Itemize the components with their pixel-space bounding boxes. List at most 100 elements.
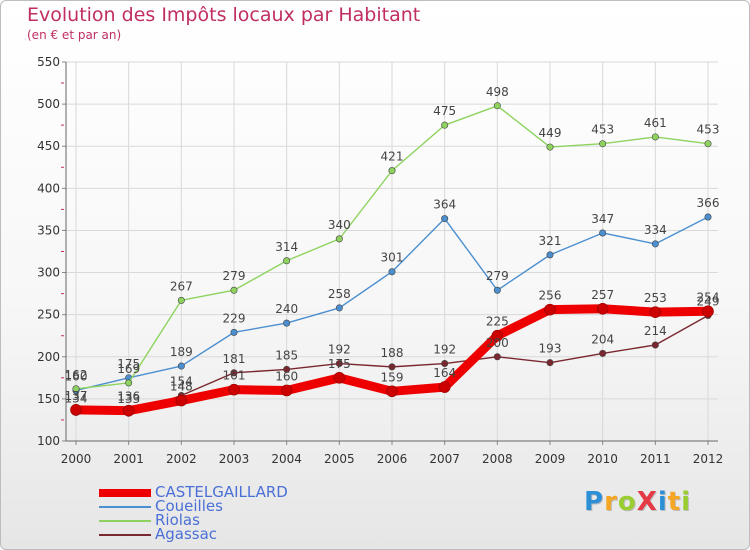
data-label: 321	[539, 234, 562, 248]
data-label: 188	[381, 346, 404, 360]
data-label: 347	[591, 212, 614, 226]
data-label: 204	[591, 332, 614, 346]
chart-subtitle: (en € et par an)	[27, 28, 122, 42]
data-point	[177, 362, 185, 370]
data-label: 164	[433, 366, 456, 380]
x-tick-label: 2004	[271, 452, 302, 466]
data-label: 169	[117, 362, 140, 376]
data-label: 461	[644, 116, 667, 130]
data-label: 340	[328, 218, 351, 232]
data-point	[72, 385, 80, 393]
data-label: 249	[697, 295, 720, 309]
legend-label: Riolas	[155, 511, 200, 529]
x-tick-label: 2006	[377, 452, 408, 466]
data-point	[388, 363, 396, 371]
x-tick-label: 2007	[429, 452, 460, 466]
data-point	[230, 286, 238, 294]
data-point	[125, 379, 133, 387]
data-point	[283, 257, 291, 265]
data-label: 314	[275, 240, 298, 254]
y-tick-label: 350	[37, 223, 60, 237]
data-point	[704, 140, 712, 148]
data-label: 159	[381, 370, 404, 384]
data-label: 301	[381, 251, 404, 265]
x-tick-label: 2005	[324, 452, 355, 466]
data-point	[441, 215, 449, 223]
legend-swatch	[99, 534, 151, 536]
data-label: 137	[65, 389, 88, 403]
data-label: 136	[117, 390, 140, 404]
brand-letter: r	[604, 487, 618, 517]
data-point	[441, 121, 449, 129]
data-point	[283, 365, 291, 373]
brand-letter: o	[617, 487, 637, 517]
x-tick-label: 2011	[640, 452, 671, 466]
data-label: 225	[486, 315, 509, 329]
data-label: 453	[697, 123, 720, 137]
data-point	[388, 167, 396, 175]
y-tick-label: 150	[37, 392, 60, 406]
y-tick-label: 400	[37, 181, 60, 195]
data-label: 160	[275, 369, 298, 383]
data-label: 453	[591, 123, 614, 137]
y-tick-label: 200	[37, 350, 60, 364]
data-point	[546, 251, 554, 259]
data-point	[335, 360, 343, 368]
data-point	[333, 372, 346, 384]
data-label: 498	[486, 85, 509, 99]
data-label: 134	[65, 391, 88, 405]
data-label: 133	[117, 392, 140, 406]
data-label: 185	[275, 348, 298, 362]
data-label: 175	[328, 357, 351, 371]
data-point	[441, 360, 449, 368]
data-label: 200	[486, 336, 509, 350]
brand-letter: i	[681, 487, 692, 517]
data-point	[651, 341, 659, 349]
data-point	[493, 286, 501, 294]
x-tick-label: 2001	[113, 452, 144, 466]
y-tick-label: 300	[37, 266, 60, 280]
data-point	[599, 349, 607, 357]
data-label: 257	[591, 288, 614, 302]
data-label: 267	[170, 279, 193, 293]
data-point	[546, 143, 554, 151]
data-point	[230, 328, 238, 336]
data-point	[599, 140, 607, 148]
brand-letter: i	[657, 487, 668, 517]
data-label: 162	[65, 368, 88, 382]
data-point	[493, 102, 501, 110]
data-label: 214	[644, 324, 667, 338]
proxiti-logo: ProXiti	[584, 487, 691, 517]
data-label: 421	[381, 150, 404, 164]
data-point	[280, 384, 293, 397]
data-point	[491, 329, 504, 342]
x-tick-label: 2002	[166, 452, 197, 466]
data-label: 160	[65, 369, 88, 383]
chart-title: Evolution des Impôts locaux par Habitant	[27, 4, 421, 26]
legend-label: Agassac	[155, 525, 218, 543]
data-label: 240	[275, 302, 298, 316]
y-tick-label: 550	[37, 55, 60, 69]
data-label: 256	[539, 289, 562, 303]
legend-label: Coueilles	[155, 497, 223, 515]
x-tick-label: 2012	[693, 452, 724, 466]
data-label: 258	[328, 287, 351, 301]
data-point	[651, 133, 659, 141]
data-point	[70, 404, 82, 416]
data-label: 161	[223, 369, 246, 383]
data-point	[122, 404, 135, 417]
legend-label: CASTELGAILLARD	[155, 483, 288, 501]
data-point	[649, 306, 662, 318]
data-point	[702, 305, 714, 318]
data-label: 254	[697, 290, 720, 304]
data-label: 366	[697, 196, 720, 210]
data-point	[599, 229, 607, 237]
x-tick-label: 2008	[482, 452, 513, 466]
data-label: 279	[223, 269, 246, 283]
legend-swatch	[99, 506, 151, 508]
data-label: 229	[223, 311, 246, 325]
x-tick-label: 2009	[535, 452, 566, 466]
data-label: 189	[170, 345, 193, 359]
data-label: 475	[433, 104, 456, 118]
